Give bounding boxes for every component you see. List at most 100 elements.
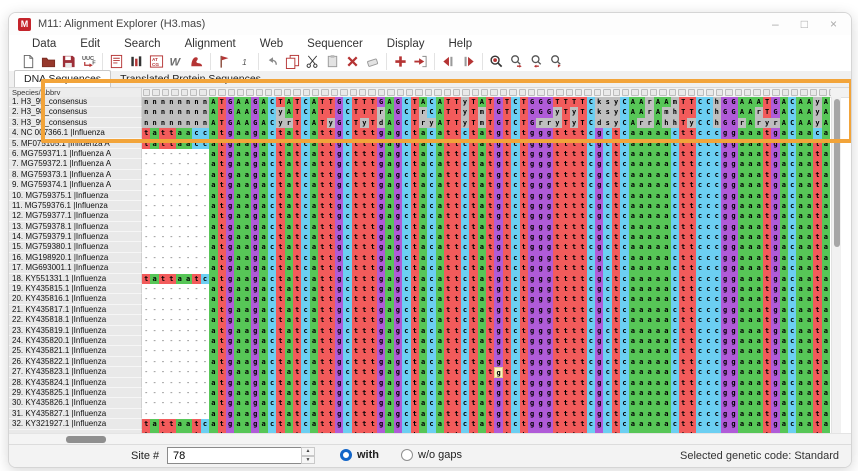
nucleotide-cell[interactable]: - bbox=[167, 211, 176, 222]
nucleotide-cell[interactable]: t bbox=[569, 148, 579, 160]
nucleotide-cell[interactable]: c bbox=[267, 408, 277, 420]
nucleotide-cell[interactable]: g bbox=[251, 138, 260, 149]
nucleotide-cell[interactable]: t bbox=[762, 398, 772, 409]
nucleotide-cell[interactable]: t bbox=[351, 138, 361, 149]
nucleotide-cell[interactable]: t bbox=[326, 138, 335, 149]
nucleotide-cell[interactable]: c bbox=[511, 367, 520, 378]
nucleotide-cell[interactable]: t bbox=[679, 398, 688, 409]
column-select-box[interactable] bbox=[321, 89, 329, 96]
nucleotide-cell[interactable]: t bbox=[452, 325, 461, 336]
menu-help[interactable]: Help bbox=[448, 37, 473, 50]
nucleotide-cell[interactable]: a bbox=[737, 356, 747, 368]
nucleotide-cell[interactable]: c bbox=[586, 148, 596, 160]
nucleotide-cell[interactable]: a bbox=[309, 398, 319, 409]
nucleotide-cell[interactable]: a bbox=[628, 335, 638, 347]
column-select-box[interactable] bbox=[556, 89, 564, 96]
nucleotide-cell[interactable]: c bbox=[670, 367, 679, 378]
nucleotide-cell[interactable]: T bbox=[410, 117, 419, 129]
nucleotide-cell[interactable]: a bbox=[209, 148, 218, 160]
nucleotide-cell[interactable]: - bbox=[158, 294, 168, 305]
nucleotide-cell[interactable]: t bbox=[553, 325, 562, 336]
nucleotide-cell[interactable]: t bbox=[502, 429, 512, 433]
nucleotide-cell[interactable]: a bbox=[746, 221, 755, 233]
species-label[interactable]: 22. KY435818.1 |Influenza bbox=[9, 315, 142, 326]
nucleotide-cell[interactable]: t bbox=[561, 377, 570, 388]
nucleotide-cell[interactable]: g bbox=[595, 263, 604, 274]
nucleotide-cell[interactable]: c bbox=[670, 128, 679, 139]
nucleotide-cell[interactable]: g bbox=[595, 284, 604, 295]
nucleotide-cell[interactable]: g bbox=[771, 325, 780, 336]
nucleotide-cell[interactable]: t bbox=[326, 398, 335, 409]
move-right-icon[interactable] bbox=[460, 54, 477, 70]
nucleotide-cell[interactable]: c bbox=[402, 294, 411, 305]
nucleotide-cell[interactable]: t bbox=[486, 315, 495, 326]
nucleotide-cell[interactable]: g bbox=[393, 200, 403, 212]
nucleotide-cell[interactable]: c bbox=[586, 169, 596, 181]
nucleotide-cell[interactable]: t bbox=[569, 232, 579, 243]
species-label[interactable]: 11. MG759376.1 |Influenza bbox=[9, 200, 142, 212]
nucleotide-cell[interactable]: T bbox=[368, 107, 377, 118]
nucleotide-cell[interactable]: t bbox=[578, 387, 587, 399]
nucleotide-cell[interactable]: a bbox=[637, 232, 646, 243]
nucleotide-cell[interactable]: a bbox=[284, 315, 294, 326]
nucleotide-cell[interactable]: c bbox=[460, 200, 470, 212]
nucleotide-cell[interactable]: t bbox=[452, 335, 461, 347]
nucleotide-cell[interactable]: a bbox=[662, 159, 671, 170]
nucleotide-cell[interactable]: a bbox=[645, 429, 654, 433]
nucleotide-cell[interactable]: T bbox=[452, 117, 461, 129]
nucleotide-cell[interactable]: c bbox=[267, 325, 277, 336]
nucleotide-cell[interactable]: y bbox=[611, 117, 621, 129]
nucleotide-cell[interactable]: a bbox=[477, 263, 487, 274]
nucleotide-cell[interactable]: t bbox=[351, 377, 361, 388]
menu-display[interactable]: Display bbox=[386, 37, 425, 50]
nucleotide-cell[interactable]: a bbox=[746, 159, 755, 170]
nucleotide-cell[interactable]: c bbox=[301, 148, 310, 160]
nucleotide-cell[interactable]: a bbox=[242, 159, 252, 170]
nucleotide-cell[interactable]: a bbox=[804, 304, 814, 316]
column-select-box[interactable] bbox=[621, 89, 630, 96]
nucleotide-cell[interactable]: a bbox=[653, 252, 663, 264]
nucleotide-cell[interactable]: T bbox=[293, 107, 302, 118]
menu-alignment[interactable]: Alignment bbox=[184, 37, 236, 50]
nucleotide-cell[interactable]: a bbox=[284, 325, 294, 336]
nucleotide-cell[interactable]: a bbox=[662, 211, 671, 222]
nucleotide-cell[interactable]: t bbox=[410, 398, 419, 409]
nucleotide-cell[interactable]: t bbox=[293, 159, 302, 170]
nucleotide-cell[interactable]: c bbox=[670, 242, 679, 253]
nucleotide-cell[interactable]: t bbox=[410, 387, 419, 399]
nucleotide-cell[interactable]: t bbox=[469, 284, 478, 295]
nucleotide-cell[interactable]: a bbox=[309, 221, 319, 233]
nucleotide-cell[interactable]: c bbox=[402, 190, 411, 201]
nucleotide-cell[interactable]: a bbox=[309, 273, 319, 285]
nucleotide-cell[interactable]: t bbox=[561, 138, 570, 149]
nucleotide-cell[interactable]: a bbox=[653, 169, 663, 181]
nucleotide-cell[interactable]: t bbox=[452, 221, 461, 233]
nucleotide-cell[interactable]: T bbox=[326, 97, 335, 108]
nucleotide-cell[interactable]: t bbox=[578, 304, 587, 316]
nucleotide-cell[interactable]: a bbox=[284, 387, 294, 399]
nucleotide-cell[interactable]: c bbox=[301, 304, 310, 316]
nucleotide-cell[interactable]: r bbox=[645, 107, 654, 118]
nucleotide-cell[interactable]: g bbox=[536, 159, 545, 170]
nucleotide-cell[interactable]: t bbox=[410, 284, 419, 295]
nucleotide-cell[interactable]: c bbox=[620, 346, 629, 357]
nucleotide-cell[interactable]: t bbox=[611, 304, 621, 316]
nucleotide-cell[interactable]: - bbox=[158, 377, 168, 388]
nucleotide-cell[interactable]: G bbox=[251, 107, 260, 118]
nucleotide-cell[interactable]: a bbox=[754, 211, 763, 222]
nucleotide-cell[interactable]: a bbox=[637, 335, 646, 347]
nucleotide-cell[interactable]: t bbox=[611, 408, 621, 420]
nucleotide-cell[interactable]: c bbox=[712, 346, 721, 357]
nucleotide-cell[interactable]: t bbox=[368, 419, 377, 430]
nucleotide-cell[interactable]: t bbox=[679, 252, 688, 264]
nucleotide-cell[interactable]: A bbox=[637, 97, 646, 108]
nucleotide-cell[interactable]: A bbox=[804, 97, 814, 108]
nucleotide-cell[interactable]: g bbox=[544, 180, 554, 191]
nucleotide-cell[interactable]: A bbox=[746, 107, 755, 118]
nucleotide-cell[interactable]: h bbox=[712, 117, 721, 129]
nucleotide-cell[interactable]: c bbox=[402, 284, 411, 295]
nucleotide-cell[interactable]: a bbox=[645, 315, 654, 326]
nucleotide-cell[interactable]: a bbox=[209, 180, 218, 191]
species-column-header[interactable]: Species/Abbrv bbox=[9, 88, 142, 97]
nucleotide-cell[interactable]: t bbox=[452, 200, 461, 212]
